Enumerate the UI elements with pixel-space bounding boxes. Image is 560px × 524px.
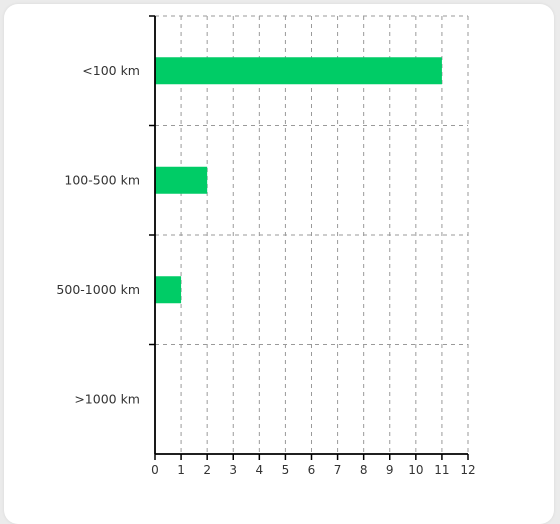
y-axis-categories: <100 km 100-500 km 500-1000 km >1000 km — [56, 63, 140, 407]
bar — [155, 57, 442, 85]
y-category-label: >1000 km — [74, 391, 140, 406]
bar — [155, 166, 208, 194]
x-tick-label: 2 — [203, 463, 211, 477]
y-category-label: 100-500 km — [64, 172, 140, 187]
x-tick-label: 5 — [282, 463, 290, 477]
x-tick-label: 12 — [460, 463, 475, 477]
x-tick-label: 3 — [229, 463, 237, 477]
x-tick-label: 11 — [434, 463, 449, 477]
x-tick-label: 10 — [408, 463, 423, 477]
y-category-label: 500-1000 km — [56, 282, 140, 297]
chart-card — [4, 4, 554, 524]
x-tick-label: 9 — [386, 463, 394, 477]
x-tick-label: 1 — [177, 463, 185, 477]
grid-lines — [155, 15, 469, 454]
y-category-label: <100 km — [82, 63, 140, 78]
x-axis-ticks: 0 1 2 3 4 5 6 7 8 9 10 11 12 — [151, 463, 475, 477]
x-tick-label: 6 — [308, 463, 316, 477]
x-tick-label: 8 — [360, 463, 368, 477]
bars — [155, 57, 442, 304]
axes — [149, 15, 469, 460]
bar — [155, 276, 182, 304]
x-tick-label: 0 — [151, 463, 159, 477]
x-tick-label: 4 — [256, 463, 264, 477]
x-tick-label: 7 — [334, 463, 342, 477]
